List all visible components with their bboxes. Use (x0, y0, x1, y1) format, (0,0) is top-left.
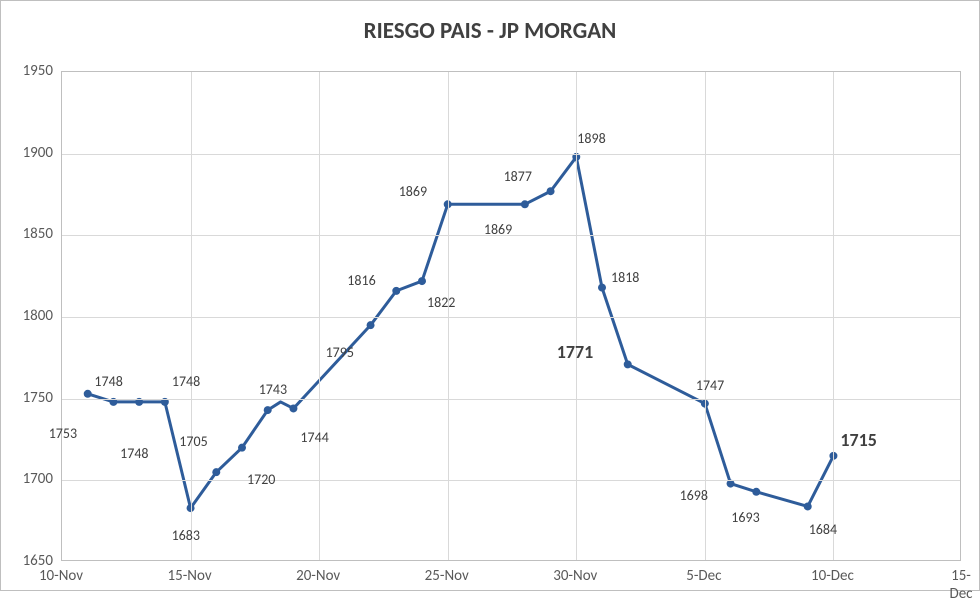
data-marker (392, 287, 400, 295)
data-label: 1705 (179, 433, 207, 450)
data-label: 1753 (49, 425, 77, 442)
data-marker (289, 404, 297, 412)
x-tick-label: 25-Nov (425, 567, 469, 585)
data-label: 1684 (809, 521, 837, 538)
data-label: 1743 (259, 381, 287, 398)
data-label: 1869 (484, 221, 512, 238)
data-label: 1748 (172, 373, 200, 390)
data-marker (521, 200, 529, 208)
data-label: 1822 (427, 294, 455, 311)
y-tick-label: 1900 (1, 144, 53, 162)
series-line (88, 157, 834, 508)
x-tick-label: 15-Nov (168, 567, 212, 585)
gridline-h (62, 399, 960, 400)
data-label: 1869 (399, 183, 427, 200)
gridline-h (62, 154, 960, 155)
chart-title: RIESGO PAIS - JP MORGAN (1, 17, 979, 45)
data-label: 1698 (680, 487, 708, 504)
gridline-h (62, 317, 960, 318)
data-label: 1877 (504, 168, 532, 185)
data-marker (752, 488, 760, 496)
y-tick-label: 1700 (1, 470, 53, 488)
y-tick-label: 1950 (1, 62, 53, 80)
gridline-h (62, 480, 960, 481)
data-label: 1693 (731, 509, 759, 526)
gridline-v (191, 72, 192, 560)
gridline-v (833, 72, 834, 560)
data-label: 1816 (347, 272, 375, 289)
gridline-v (448, 72, 449, 560)
data-label: 1747 (696, 377, 724, 394)
y-tick-label: 1800 (1, 307, 53, 325)
data-marker (212, 468, 220, 476)
data-label: 1748 (94, 373, 122, 390)
data-marker (238, 444, 246, 452)
data-label: 1748 (120, 445, 148, 462)
x-tick-label: 20-Nov (296, 567, 340, 585)
x-tick-label: 15-Dec (949, 567, 972, 603)
x-tick-label: 10-Dec (811, 567, 854, 585)
data-label: 1898 (577, 130, 605, 147)
data-marker (598, 284, 606, 292)
data-marker (84, 390, 92, 398)
data-label: 1744 (300, 429, 328, 446)
data-marker (367, 321, 375, 329)
data-label: 1771 (557, 341, 594, 363)
data-label: 1818 (611, 269, 639, 286)
plot-area (61, 71, 961, 561)
data-marker (418, 277, 426, 285)
data-label: 1683 (172, 527, 200, 544)
x-tick-label: 5-Dec (686, 567, 721, 585)
data-marker (804, 502, 812, 510)
data-label: 1720 (247, 471, 275, 488)
data-label: 1715 (840, 429, 877, 451)
x-tick-label: 30-Nov (553, 567, 597, 585)
data-marker (624, 360, 632, 368)
data-label: 1795 (326, 344, 354, 361)
data-marker (264, 406, 272, 414)
x-tick-label: 10-Nov (39, 567, 83, 585)
line-chart: RIESGO PAIS - JP MORGAN 1650170017501800… (0, 0, 980, 591)
data-marker (547, 187, 555, 195)
y-tick-label: 1750 (1, 389, 53, 407)
gridline-v (319, 72, 320, 560)
y-tick-label: 1850 (1, 225, 53, 243)
